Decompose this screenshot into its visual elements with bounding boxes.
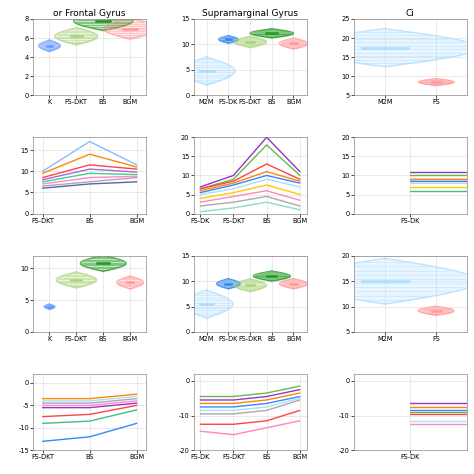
Title: Supramarginal Gyrus: Supramarginal Gyrus <box>202 9 298 18</box>
Title: or Frontal Gyrus: or Frontal Gyrus <box>54 9 126 18</box>
Title: Ci: Ci <box>406 9 415 18</box>
